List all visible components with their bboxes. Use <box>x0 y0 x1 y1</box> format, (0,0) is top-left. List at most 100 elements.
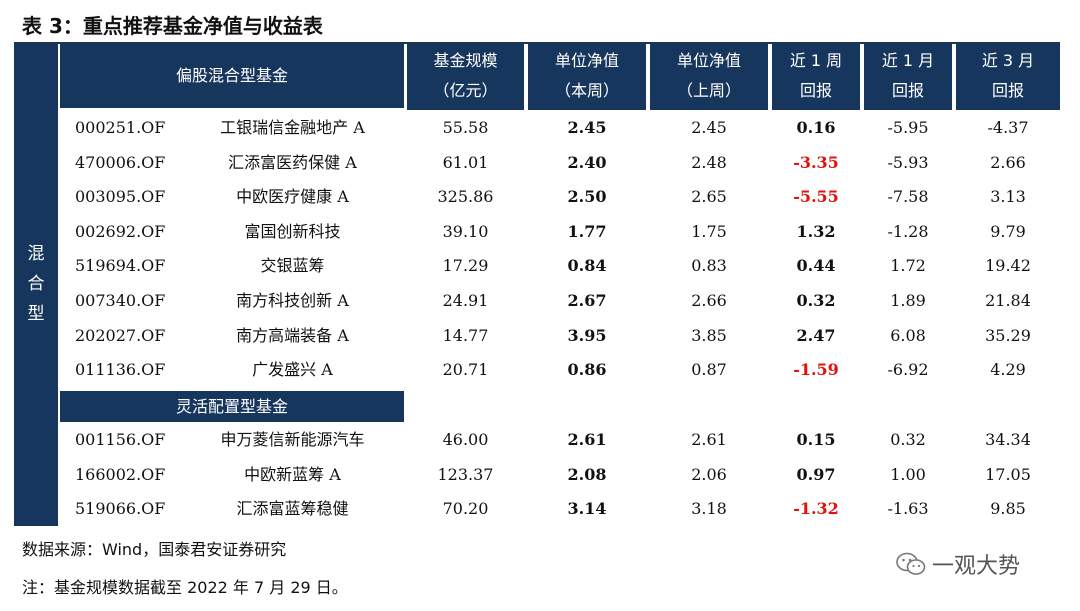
return-1w: 0.97 <box>796 464 836 484</box>
header-w1-line1: 近 1 周 <box>789 51 843 70</box>
nav-this-week: 2.40 <box>567 152 607 172</box>
fund-size: 39.10 <box>442 221 489 241</box>
fund-size: 123.37 <box>437 464 494 484</box>
return-1w: 0.44 <box>796 256 836 276</box>
nav-last-week: 0.87 <box>691 360 727 380</box>
subcategory-header: 灵活配置型基金 <box>60 391 404 422</box>
nav-this-week: 3.95 <box>567 325 607 345</box>
table-title: 表 3：重点推荐基金净值与收益表 <box>22 14 323 38</box>
fund-name: 南方科技创新 A <box>236 291 349 310</box>
return-3m: 17.05 <box>985 464 1031 484</box>
return-3m: 35.29 <box>985 325 1031 345</box>
header-w1: 近 1 周 回报 <box>772 44 860 110</box>
fund-size: 55.58 <box>442 118 489 137</box>
return-3m: 34.34 <box>985 430 1031 449</box>
fund-name: 交银蓝筹 <box>260 256 325 276</box>
return-1w: -3.35 <box>793 152 839 172</box>
nav-last-week: 2.45 <box>691 118 727 137</box>
nav-last-week: 2.66 <box>691 291 727 310</box>
footnote: 注：基金规模数据截至 2022 年 7 月 29 日。 <box>22 578 348 597</box>
nav-last-week: 0.83 <box>691 256 727 276</box>
fund-size: 61.01 <box>442 152 489 172</box>
header-m1: 近 1 月 回报 <box>864 44 952 110</box>
return-1m: -1.28 <box>887 221 929 241</box>
fund-code: 003095.OF <box>75 187 166 207</box>
return-1m: 1.89 <box>890 291 926 310</box>
fund-code: 470006.OF <box>75 152 166 172</box>
side-category-bar: 混合型 <box>14 44 58 526</box>
fund-name: 工银瑞信金融地产 A <box>220 118 365 137</box>
header-nav-this-line1: 单位净值 <box>554 51 619 70</box>
side-category-label: 混合型 <box>27 244 45 324</box>
fund-name: 汇添富蓝筹稳健 <box>236 499 349 519</box>
return-3m: 19.42 <box>985 256 1031 276</box>
nav-this-week: 0.84 <box>567 256 607 276</box>
header-m3-line2: 回报 <box>991 81 1024 100</box>
header-category: 偏股混合型基金 <box>60 44 404 108</box>
header-nav-this-line2: （本周） <box>554 81 619 100</box>
nav-last-week: 2.06 <box>691 464 727 484</box>
header-nav-last-line2: （上周） <box>676 81 741 100</box>
nav-this-week: 2.61 <box>567 430 607 449</box>
fund-name: 汇添富医药保健 A <box>228 152 357 172</box>
nav-last-week: 2.61 <box>691 430 727 449</box>
fund-code: 002692.OF <box>75 221 166 241</box>
return-1w: 0.16 <box>796 118 836 137</box>
fund-size: 325.86 <box>437 187 494 207</box>
nav-last-week: 2.65 <box>691 187 727 207</box>
header-nav-last-line1: 单位净值 <box>676 51 741 70</box>
return-3m: 9.79 <box>990 221 1026 241</box>
nav-this-week: 3.14 <box>567 499 607 519</box>
nav-this-week: 1.77 <box>567 221 607 241</box>
return-1m: -1.63 <box>887 499 929 519</box>
fund-size: 24.91 <box>442 291 489 310</box>
fund-name: 富国创新科技 <box>244 221 341 241</box>
return-1w: -1.32 <box>793 499 839 519</box>
fund-name: 中欧新蓝筹 A <box>244 464 341 484</box>
header-size: 基金规模 （亿元） <box>407 44 524 110</box>
nav-last-week: 3.18 <box>691 499 727 519</box>
nav-last-week: 3.85 <box>691 325 727 345</box>
return-3m: 9.85 <box>990 499 1026 519</box>
return-1w: -1.59 <box>793 360 839 380</box>
return-1w: -5.55 <box>793 187 839 207</box>
fund-name: 南方高端装备 A <box>236 325 349 345</box>
fund-code: 166002.OF <box>75 464 166 484</box>
top-rule <box>14 42 1060 44</box>
nav-this-week: 0.86 <box>567 360 607 380</box>
return-1m: 6.08 <box>890 325 926 345</box>
return-1m: -5.95 <box>887 118 929 137</box>
fund-size: 46.00 <box>442 430 489 449</box>
return-1w: 2.47 <box>796 325 836 345</box>
header-category-label: 偏股混合型基金 <box>175 66 288 85</box>
header-m1-line1: 近 1 月 <box>881 51 935 70</box>
header-size-line1: 基金规模 <box>433 51 498 70</box>
return-1w: 0.32 <box>796 291 836 310</box>
fund-name: 广发盛兴 A <box>252 360 333 380</box>
return-1m: -7.58 <box>887 187 929 207</box>
header-nav-this: 单位净值 （本周） <box>528 44 646 110</box>
fund-code: 007340.OF <box>75 291 166 310</box>
header-m1-line2: 回报 <box>891 81 924 100</box>
return-3m: 2.66 <box>990 152 1026 172</box>
fund-code: 000251.OF <box>75 118 166 137</box>
watermark: 一观大势 <box>896 548 1020 580</box>
fund-code: 519694.OF <box>75 256 166 276</box>
return-1m: 0.32 <box>890 430 926 449</box>
return-3m: -4.37 <box>987 118 1029 137</box>
nav-this-week: 2.50 <box>567 187 607 207</box>
fund-size: 20.71 <box>442 360 489 380</box>
return-1m: 1.00 <box>890 464 926 484</box>
return-3m: 21.84 <box>985 291 1031 310</box>
fund-code: 011136.OF <box>75 360 166 380</box>
nav-last-week: 2.48 <box>691 152 727 172</box>
fund-code: 202027.OF <box>75 325 166 345</box>
header-nav-last: 单位净值 （上周） <box>650 44 768 110</box>
nav-last-week: 1.75 <box>691 221 727 241</box>
fund-size: 14.77 <box>442 325 489 345</box>
header-w1-line2: 回报 <box>799 81 832 100</box>
source-note: 数据来源：Wind，国泰君安证券研究 <box>22 540 287 559</box>
fund-name: 申万菱信新能源汽车 <box>220 430 365 449</box>
return-3m: 4.29 <box>990 360 1026 380</box>
return-1w: 0.15 <box>796 430 836 449</box>
